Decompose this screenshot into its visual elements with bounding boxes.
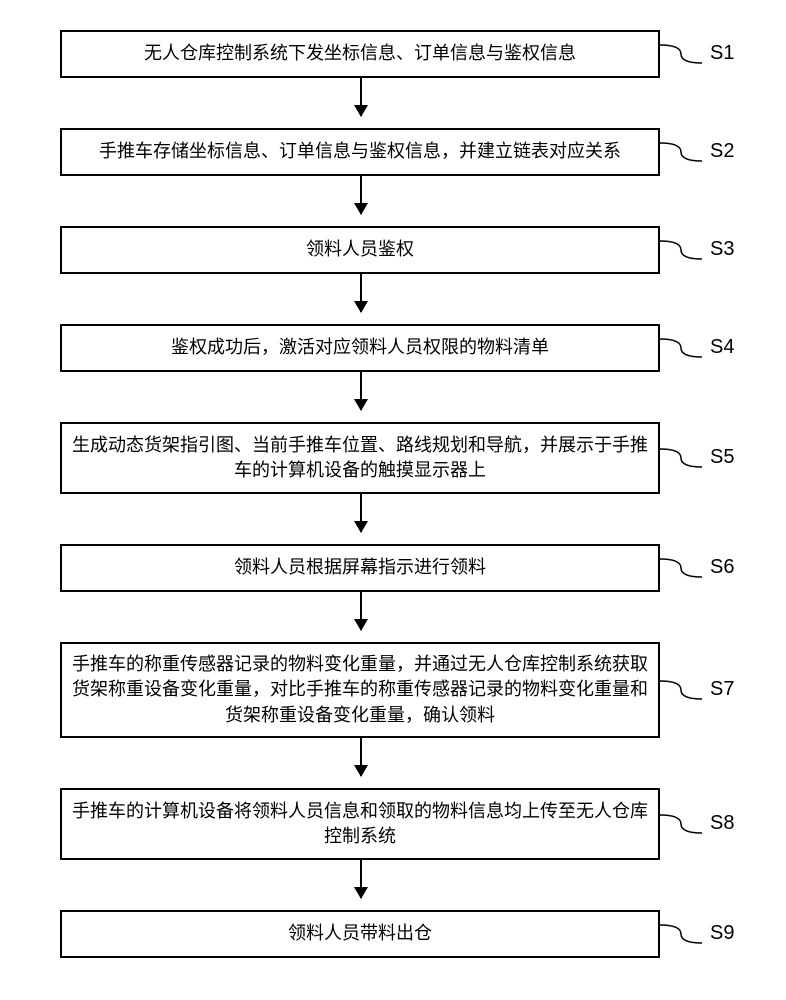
step-text-s7: 手推车的称重传感器记录的物料变化重量，并通过无人仓库控制系统获取货架称重设备变化… (72, 652, 648, 728)
arrow-s8-s9 (360, 860, 362, 898)
step-box-s5: 生成动态货架指引图、当前手推车位置、路线规划和导航，并展示于手推车的计算机设备的… (60, 422, 660, 494)
step-label-s2: S2 (710, 140, 734, 163)
arrow-s2-s3 (360, 176, 362, 214)
step-box-s7: 手推车的称重传感器记录的物料变化重量，并通过无人仓库控制系统获取货架称重设备变化… (60, 642, 660, 738)
arrow-s7-s8 (360, 738, 362, 776)
step-label-s4: S4 (710, 336, 734, 359)
connector-s4 (660, 333, 702, 363)
arrow-s1-s2 (360, 78, 362, 116)
step-label-s6: S6 (710, 556, 734, 579)
step-text-s6: 领料人员根据屏幕指示进行领料 (234, 555, 486, 580)
connector-s1 (660, 39, 702, 69)
step-box-s2: 手推车存储坐标信息、订单信息与鉴权信息，并建立链表对应关系 (60, 128, 660, 176)
step-label-s8: S8 (710, 812, 734, 835)
connector-s6 (660, 553, 702, 583)
connector-s2 (660, 137, 702, 167)
step-box-s9: 领料人员带料出仓 (60, 910, 660, 958)
step-text-s9: 领料人员带料出仓 (288, 921, 432, 946)
arrow-s4-s5 (360, 372, 362, 410)
step-text-s4: 鉴权成功后，激活对应领料人员权限的物料清单 (171, 335, 549, 360)
connector-s9 (660, 919, 702, 949)
step-label-s1: S1 (710, 42, 734, 65)
step-label-s3: S3 (710, 238, 734, 261)
step-label-s7: S7 (710, 678, 734, 701)
step-box-s3: 领料人员鉴权 (60, 226, 660, 274)
step-label-s5: S5 (710, 446, 734, 469)
step-text-s5: 生成动态货架指引图、当前手推车位置、路线规划和导航，并展示于手推车的计算机设备的… (72, 433, 648, 483)
connector-s7 (660, 675, 702, 705)
step-text-s1: 无人仓库控制系统下发坐标信息、订单信息与鉴权信息 (144, 41, 576, 66)
step-box-s1: 无人仓库控制系统下发坐标信息、订单信息与鉴权信息 (60, 30, 660, 78)
connector-s8 (660, 809, 702, 839)
connector-s5 (660, 443, 702, 473)
step-text-s2: 手推车存储坐标信息、订单信息与鉴权信息，并建立链表对应关系 (99, 139, 621, 164)
step-text-s3: 领料人员鉴权 (306, 237, 414, 262)
arrow-s3-s4 (360, 274, 362, 312)
step-box-s4: 鉴权成功后，激活对应领料人员权限的物料清单 (60, 324, 660, 372)
arrow-s6-s7 (360, 592, 362, 630)
arrow-s5-s6 (360, 494, 362, 532)
step-box-s6: 领料人员根据屏幕指示进行领料 (60, 544, 660, 592)
step-box-s8: 手推车的计算机设备将领料人员信息和领取的物料信息均上传至无人仓库控制系统 (60, 788, 660, 860)
step-text-s8: 手推车的计算机设备将领料人员信息和领取的物料信息均上传至无人仓库控制系统 (72, 799, 648, 849)
step-label-s9: S9 (710, 922, 734, 945)
flowchart-canvas: 无人仓库控制系统下发坐标信息、订单信息与鉴权信息 S1 手推车存储坐标信息、订单信息… (0, 0, 786, 1000)
connector-s3 (660, 235, 702, 265)
